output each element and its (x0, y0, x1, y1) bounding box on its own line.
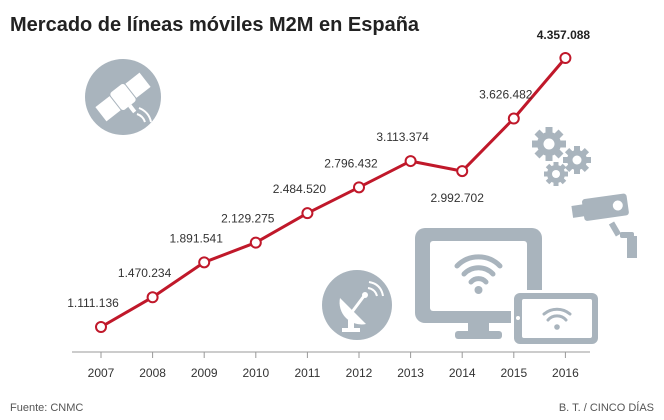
credit-note: B. T. / CINCO DÍAS (559, 401, 654, 414)
data-point-2010 (249, 236, 262, 249)
data-point-2012 (353, 181, 365, 194)
data-point-2016 (559, 52, 572, 64)
chart-title: Mercado de líneas móviles M2M en España (10, 14, 420, 36)
x-axis-tick-labels: 2007 2008 2009 2010 2011 2012 2013 2014 2015 2016 (88, 366, 579, 380)
data-point-2011 (301, 207, 314, 220)
x-tick-label-2009: 2009 (191, 366, 218, 380)
data-label-2015: 3.626.482 (479, 88, 533, 102)
data-label-2008: 1.470.234 (118, 266, 172, 280)
x-tick-label-2015: 2015 (500, 366, 527, 380)
x-tick-label-2012: 2012 (346, 366, 373, 380)
x-tick-label-2014: 2014 (449, 366, 476, 380)
decorative-icons (85, 59, 637, 347)
data-point-2009 (198, 256, 211, 269)
data-label-2013: 3.113.374 (376, 130, 429, 144)
x-axis-ticks (100, 352, 566, 358)
x-tick-label-2011: 2011 (294, 366, 320, 380)
data-label-2012: 2.796.432 (324, 156, 378, 170)
data-point-2007 (95, 321, 107, 333)
data-label-2011: 2.484.520 (273, 182, 327, 196)
data-point-2013 (404, 155, 417, 168)
source-note: Fuente: CNMC (10, 402, 83, 414)
data-label-2009: 1.891.541 (170, 231, 224, 245)
x-tick-label-2016: 2016 (552, 366, 579, 380)
wifi-monitor-icon (415, 228, 542, 339)
data-labels: 1.111.136 1.470.234 1.891.541 2.129.275 2.48… (67, 28, 590, 310)
data-label-2016: 4.357.088 (537, 28, 591, 42)
data-point-2015 (507, 112, 520, 125)
data-label-2010: 2.129.275 (221, 212, 275, 226)
data-points (95, 52, 572, 333)
data-point-2014 (456, 165, 469, 178)
wifi-tablet-icon (511, 290, 601, 347)
x-tick-label-2008: 2008 (139, 366, 166, 380)
data-label-2007: 1.111.136 (67, 296, 119, 310)
x-tick-label-2013: 2013 (397, 366, 424, 380)
x-tick-label-2010: 2010 (242, 366, 269, 380)
data-point-2008 (146, 291, 159, 304)
satellite-icon (85, 59, 161, 135)
x-tick-label-2007: 2007 (88, 366, 115, 380)
security-camera-icon (571, 193, 637, 258)
series-line (100, 57, 567, 329)
data-label-2014: 2.992.702 (431, 191, 485, 205)
gears-icon (532, 127, 591, 186)
satellite-dish-icon (322, 270, 392, 340)
